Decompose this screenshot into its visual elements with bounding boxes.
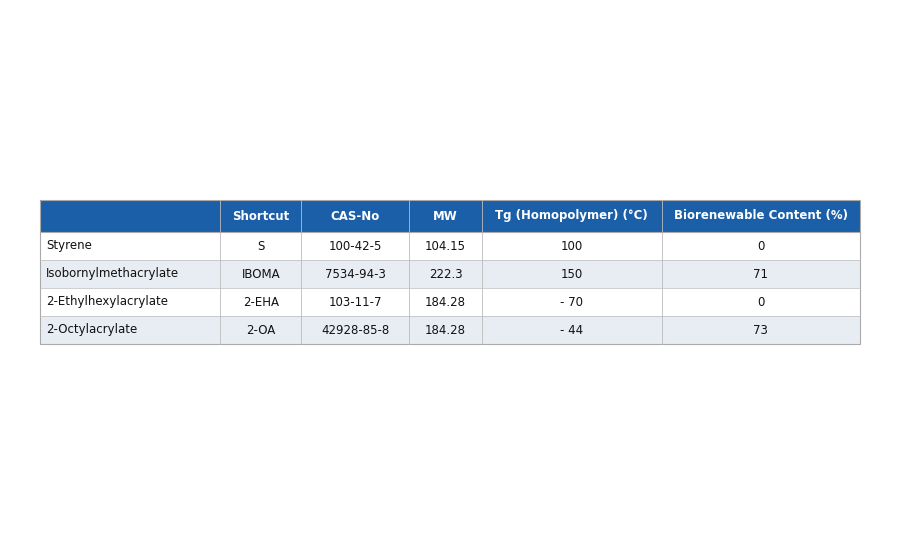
- Text: MW: MW: [433, 210, 458, 223]
- Text: 103-11-7: 103-11-7: [328, 295, 382, 309]
- Text: 184.28: 184.28: [425, 295, 466, 309]
- Bar: [662, 316, 860, 344]
- Text: Shortcut: Shortcut: [232, 210, 290, 223]
- Bar: [410, 260, 482, 288]
- Bar: [40, 232, 220, 260]
- Bar: [662, 232, 860, 260]
- Text: - 70: - 70: [560, 295, 583, 309]
- Bar: [40, 200, 860, 344]
- Text: 7534-94-3: 7534-94-3: [325, 267, 386, 280]
- Bar: [410, 200, 482, 232]
- Bar: [482, 288, 662, 316]
- Text: 71: 71: [753, 267, 769, 280]
- Bar: [482, 200, 662, 232]
- Text: 150: 150: [561, 267, 583, 280]
- Bar: [410, 316, 482, 344]
- Text: 100-42-5: 100-42-5: [328, 239, 382, 252]
- Bar: [482, 260, 662, 288]
- Bar: [410, 288, 482, 316]
- Bar: [220, 200, 302, 232]
- Text: CAS-No: CAS-No: [331, 210, 380, 223]
- Text: 104.15: 104.15: [425, 239, 466, 252]
- Text: S: S: [257, 239, 265, 252]
- Bar: [302, 316, 410, 344]
- Text: 2-EHA: 2-EHA: [243, 295, 279, 309]
- Bar: [220, 288, 302, 316]
- Text: 2-Octylacrylate: 2-Octylacrylate: [46, 323, 137, 337]
- Text: 2-Ethylhexylacrylate: 2-Ethylhexylacrylate: [46, 295, 168, 309]
- Bar: [40, 260, 220, 288]
- Text: 42928-85-8: 42928-85-8: [321, 323, 390, 337]
- Text: Isobornylmethacrylate: Isobornylmethacrylate: [46, 267, 179, 280]
- Bar: [40, 288, 220, 316]
- Bar: [302, 200, 410, 232]
- Bar: [662, 288, 860, 316]
- Text: 100: 100: [561, 239, 583, 252]
- Bar: [302, 232, 410, 260]
- Bar: [302, 260, 410, 288]
- Text: 2-OA: 2-OA: [246, 323, 275, 337]
- Bar: [662, 200, 860, 232]
- Text: 73: 73: [753, 323, 769, 337]
- Bar: [220, 260, 302, 288]
- Bar: [220, 316, 302, 344]
- Text: Biorenewable Content (%): Biorenewable Content (%): [674, 210, 848, 223]
- Bar: [482, 232, 662, 260]
- Text: Styrene: Styrene: [46, 239, 92, 252]
- Text: 0: 0: [757, 239, 765, 252]
- Bar: [662, 260, 860, 288]
- Text: - 44: - 44: [560, 323, 583, 337]
- Bar: [482, 316, 662, 344]
- Bar: [220, 232, 302, 260]
- Text: 0: 0: [757, 295, 765, 309]
- Text: 222.3: 222.3: [428, 267, 463, 280]
- Bar: [302, 288, 410, 316]
- Bar: [40, 316, 220, 344]
- Text: Tg (Homopolymer) (°C): Tg (Homopolymer) (°C): [495, 210, 648, 223]
- Text: 184.28: 184.28: [425, 323, 466, 337]
- Bar: [40, 200, 220, 232]
- Text: IBOMA: IBOMA: [241, 267, 280, 280]
- Bar: [410, 232, 482, 260]
